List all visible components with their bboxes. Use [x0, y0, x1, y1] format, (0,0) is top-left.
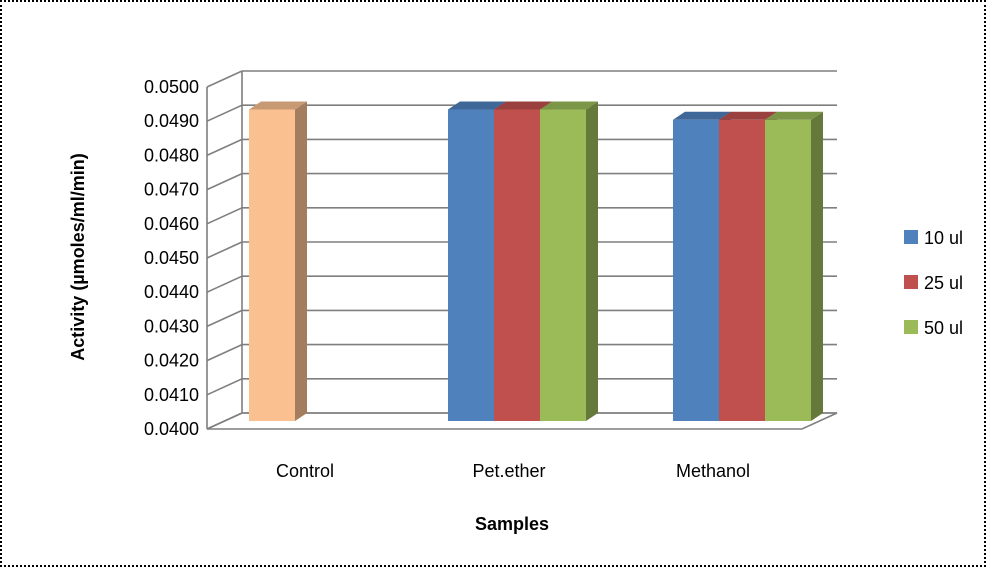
gridline-depth	[206, 104, 243, 122]
y-tick-label: 0.0480	[144, 145, 199, 165]
legend-label: 50 ul	[924, 318, 963, 338]
y-tick-label: 0.0490	[144, 111, 199, 131]
bar-control-top	[249, 101, 307, 110]
legend-label: 25 ul	[924, 273, 963, 293]
bar-petether-2-top	[540, 101, 598, 110]
bar-petether-1-front	[494, 109, 540, 422]
bar-methanol-2-side	[811, 111, 823, 421]
legend-swatch	[904, 275, 918, 289]
legend-swatch	[904, 230, 918, 244]
y-axis-title: Activity (µmoles/ml/min)	[68, 153, 88, 360]
gridline-depth	[206, 241, 243, 259]
bar-petether-2-front	[540, 109, 586, 422]
x-axis-title: Samples	[475, 514, 549, 534]
bar-methanol-2-front	[765, 119, 811, 421]
bar-methanol-2	[765, 111, 823, 421]
y-tick-label: 0.0460	[144, 214, 199, 234]
bar-control-front	[249, 109, 295, 422]
bar-petether-0-top	[448, 101, 506, 110]
y-tick-label: 0.0440	[144, 282, 199, 302]
bar-control	[249, 101, 307, 422]
bar-petether-2	[540, 101, 598, 422]
y-tick-label: 0.0420	[144, 351, 199, 371]
y-tick-labels: 0.0400 0.0410 0.0420 0.0430 0.0440 0.0450 0.04…	[144, 77, 199, 439]
y-tick-label: 0.0450	[144, 248, 199, 268]
y-tick-label: 0.0470	[144, 180, 199, 200]
y-tick-label: 0.0400	[144, 419, 199, 439]
bar-methanol-1-front	[719, 119, 765, 421]
y-tick-label: 0.0410	[144, 385, 199, 405]
legend-swatch	[904, 320, 918, 334]
bar-methanol-2-top	[765, 111, 823, 120]
gridline-depth	[206, 70, 243, 88]
bar-methanol-0-top	[673, 111, 731, 120]
gridline-depth	[206, 309, 243, 328]
y-tick-label: 0.0430	[144, 316, 199, 336]
gridline-depth	[206, 207, 243, 225]
bars	[249, 101, 823, 422]
bar-petether-0-front	[448, 109, 494, 422]
legend-label: 10 ul	[924, 228, 963, 248]
gridline-depth	[206, 275, 243, 293]
floor	[206, 412, 838, 430]
bar-methanol-1-top	[719, 111, 777, 120]
x-category-label: Methanol	[676, 461, 750, 481]
x-category-label: Control	[276, 461, 334, 481]
bar-petether-2-side	[586, 101, 598, 422]
x-category-label: Pet.ether	[472, 461, 545, 481]
gridline-depth	[206, 343, 243, 362]
bar-methanol-0-front	[673, 119, 719, 421]
y-tick-label: 0.0500	[144, 77, 199, 97]
x-category-labels: Control Pet.ether Methanol	[276, 461, 750, 481]
gridline-depth	[206, 172, 243, 191]
bar-petether-1-top	[494, 101, 552, 110]
bar-control-side	[295, 101, 307, 422]
gridline-depth	[206, 378, 243, 396]
gridline-depth	[206, 138, 243, 157]
legend: 10 ul 25 ul 50 ul	[904, 228, 963, 338]
